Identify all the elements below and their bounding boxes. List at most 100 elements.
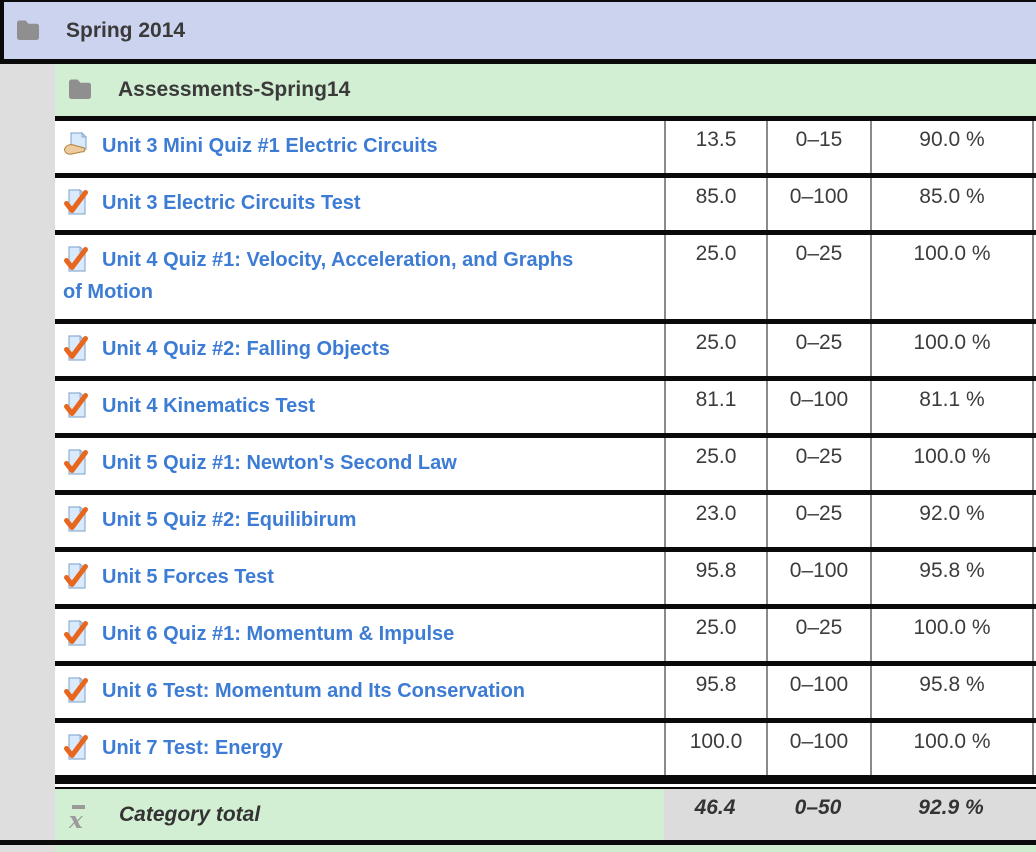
item-name-cell: Unit 6 Quiz #1: Momentum & Impulse [55,609,664,661]
mean-icon: x [66,802,92,834]
item-link[interactable]: Unit 3 Electric Circuits Test [102,192,361,214]
item-link[interactable]: Unit 6 Quiz #1: Momentum & Impulse [102,623,455,645]
range-cell: 0–25 [766,495,870,547]
next-column-sliver [1032,438,1036,490]
grade-cell: 25.0 [664,438,766,490]
item-name-cell: Unit 3 Electric Circuits Test [55,178,664,230]
next-column-sliver [1032,666,1036,718]
total-grade-cell: 46.4 [694,796,736,819]
next-column-sliver [1032,178,1036,230]
next-column-sliver [1032,381,1036,433]
percentage-cell: 100.0 % [870,438,1032,490]
range-cell: 0–25 [766,235,870,319]
range-cell: 0–100 [766,552,870,604]
grade-cell: 13.5 [664,121,766,173]
grade-items-table: Unit 3 Mini Quiz #1 Electric Circuits 13… [55,121,1036,780]
range-cell: 0–100 [766,178,870,230]
item-name-cell: Unit 3 Mini Quiz #1 Electric Circuits [55,121,664,173]
total-separator [55,780,1036,789]
quiz-icon [63,505,89,532]
next-column-sliver [1032,121,1036,173]
folder-icon [66,77,92,103]
range-cell: 0–25 [766,438,870,490]
next-column-sliver [1032,324,1036,376]
grade-item-row: Unit 7 Test: Energy 100.0 0–100 100.0 % [55,723,1036,780]
quiz-icon [63,391,89,418]
category-total-label: Category total [119,802,261,826]
next-column-sliver [1032,609,1036,661]
table-bottom-border [0,840,1036,845]
item-name-cell: Unit 6 Test: Momentum and Its Conservati… [55,666,664,718]
next-column-sliver [1032,235,1036,319]
percentage-cell: 95.8 % [870,552,1032,604]
grade-cell: 95.8 [664,552,766,604]
next-row-sliver [55,845,1036,852]
grade-cell: 25.0 [664,235,766,319]
item-name-cell: Unit 5 Quiz #2: Equilibirum [55,495,664,547]
grade-item-row: Unit 4 Kinematics Test 81.1 0–100 81.1 % [55,381,1036,438]
item-name-cell: Unit 4 Quiz #2: Falling Objects [55,324,664,376]
folder-icon [14,18,40,44]
percentage-cell: 95.8 % [870,666,1032,718]
percentage-cell: 81.1 % [870,381,1032,433]
item-link[interactable]: Unit 3 Mini Quiz #1 Electric Circuits [102,135,438,157]
grade-cell: 100.0 [664,723,766,775]
grade-item-row: Unit 3 Electric Circuits Test 85.0 0–100… [55,178,1036,235]
percentage-cell: 85.0 % [870,178,1032,230]
item-link[interactable]: Unit 5 Quiz #1: Newton's Second Law [102,452,457,474]
report-body: Assessments-Spring14 Unit 3 Mini Quiz #1… [0,64,1036,840]
next-column-sliver [1032,552,1036,604]
grade-cell: 95.8 [664,666,766,718]
item-link[interactable]: Unit 4 Kinematics Test [102,395,316,417]
grade-item-row: Unit 6 Test: Momentum and Its Conservati… [55,666,1036,723]
grade-item-row: Unit 5 Quiz #2: Equilibirum 23.0 0–25 92… [55,495,1036,552]
next-column-sliver [1032,495,1036,547]
total-range-cell: 0–50 [794,796,842,819]
category-total-label-cell: x Category total [55,789,664,840]
grade-item-row: Unit 4 Quiz #2: Falling Objects 25.0 0–2… [55,324,1036,381]
quiz-icon [63,448,89,475]
item-link[interactable]: Unit 5 Quiz #2: Equilibirum [102,509,357,531]
range-cell: 0–25 [766,609,870,661]
cutoff-next-row [0,845,1036,852]
grade-item-row: Unit 5 Quiz #1: Newton's Second Law 25.0… [55,438,1036,495]
indent-column [0,64,55,840]
category-total-row: x Category total 46.4 0–50 92.9 % [55,789,1036,840]
item-link[interactable]: Unit 6 Test: Momentum and Its Conservati… [102,680,525,702]
item-link[interactable]: Unit 7 Test: Energy [102,737,283,759]
category-header-row: Assessments-Spring14 [55,64,1036,121]
course-header-row: Spring 2014 [0,0,1036,64]
quiz-icon [63,733,89,760]
grade-item-row: Unit 5 Forces Test 95.8 0–100 95.8 % [55,552,1036,609]
item-link[interactable]: Unit 4 Quiz #2: Falling Objects [102,338,390,360]
grade-cell: 85.0 [664,178,766,230]
item-name-cell: Unit 5 Forces Test [55,552,664,604]
grade-cell: 81.1 [664,381,766,433]
item-link[interactable]: Unit 4 Quiz #1: Velocity, Acceleration, … [63,249,574,303]
percentage-cell: 100.0 % [870,723,1032,775]
category-block: Assessments-Spring14 Unit 3 Mini Quiz #1… [55,64,1036,840]
item-name-cell: Unit 7 Test: Energy [55,723,664,775]
percentage-cell: 100.0 % [870,324,1032,376]
range-cell: 0–100 [766,666,870,718]
range-cell: 0–25 [766,324,870,376]
quiz-icon [63,619,89,646]
range-cell: 0–15 [766,121,870,173]
item-link[interactable]: Unit 5 Forces Test [102,566,274,588]
quiz-icon [63,188,89,215]
category-total-values: 46.4 0–50 92.9 % [664,789,1036,840]
quiz-icon [63,245,89,272]
indent-column-bottom [0,845,55,852]
percentage-cell: 90.0 % [870,121,1032,173]
grade-cell: 23.0 [664,495,766,547]
grade-item-row: Unit 4 Quiz #1: Velocity, Acceleration, … [55,235,1036,324]
item-name-cell: Unit 4 Kinematics Test [55,381,664,433]
quiz-icon [63,562,89,589]
grade-cell: 25.0 [664,324,766,376]
category-title: Assessments-Spring14 [118,78,351,101]
percentage-cell: 100.0 % [870,609,1032,661]
item-name-cell: Unit 5 Quiz #1: Newton's Second Law [55,438,664,490]
grade-cell: 25.0 [664,609,766,661]
item-name-cell: Unit 4 Quiz #1: Velocity, Acceleration, … [55,235,664,319]
